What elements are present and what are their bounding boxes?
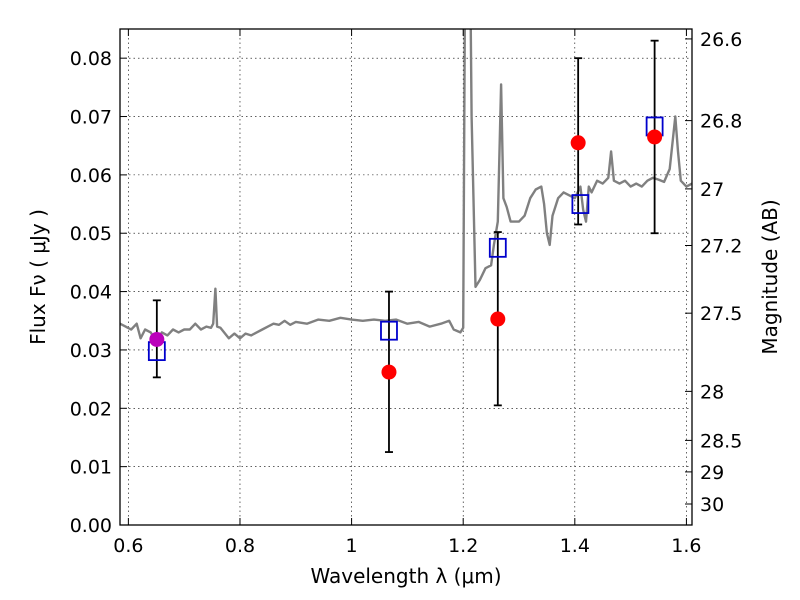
grid <box>120 29 692 526</box>
y-tick-label: 0.01 <box>70 457 112 479</box>
observed-flux-point <box>570 135 586 151</box>
y-axis-label: Flux Fν ( μJy ) <box>26 209 50 345</box>
model-spectrum-line <box>120 29 692 343</box>
y-tick-label: 0.03 <box>70 340 112 362</box>
mag-tick-label: 30 <box>700 494 724 516</box>
x-tick-label: 1.4 <box>560 535 590 557</box>
x-tick-label: 0.6 <box>113 535 143 557</box>
mag-tick-label: 27.2 <box>700 235 742 257</box>
y-tick-label: 0.07 <box>70 107 112 129</box>
mag-tick-label: 28 <box>700 381 724 403</box>
x-tick-label: 1.2 <box>448 535 478 557</box>
x-tick-label: 0.8 <box>225 535 255 557</box>
model-photometry-square <box>488 237 507 258</box>
mag-tick-label: 27.5 <box>700 303 742 325</box>
mag-tick-label: 28.5 <box>700 430 742 452</box>
plot-area <box>120 29 692 453</box>
y-tick-label: 0.06 <box>70 165 112 187</box>
y-tick-label: 0.08 <box>70 48 112 70</box>
axis-ticks: 0.6 0.8 1 1.2 1.4 1.6 0.00 0.01 0.02 0.03 0.04 0.05… <box>70 29 743 557</box>
plot-frame <box>119 28 693 526</box>
mag-tick-label: 27 <box>700 179 724 201</box>
observed-flux-point <box>149 331 165 347</box>
x-axis-label: Wavelength λ (μm) <box>310 564 501 588</box>
mag-tick-label: 26.6 <box>700 29 742 51</box>
model-photometry-square <box>380 320 398 341</box>
y-tick-label: 0.04 <box>70 282 112 304</box>
mag-tick-label: 26.8 <box>700 111 742 133</box>
y-tick-label: 0.00 <box>70 515 112 537</box>
y-tick-label: 0.02 <box>70 398 112 420</box>
y2-axis-label: Magnitude (AB) <box>758 199 782 354</box>
x-tick-label: 1 <box>346 535 358 557</box>
observed-flux-point <box>647 129 663 145</box>
y-tick-label: 0.05 <box>70 223 112 245</box>
mag-tick-label: 29 <box>700 462 724 484</box>
observed-flux-point <box>490 311 506 327</box>
model-photometry-square <box>571 194 590 214</box>
x-tick-label: 1.6 <box>671 535 701 557</box>
observed-flux-point <box>381 364 397 380</box>
